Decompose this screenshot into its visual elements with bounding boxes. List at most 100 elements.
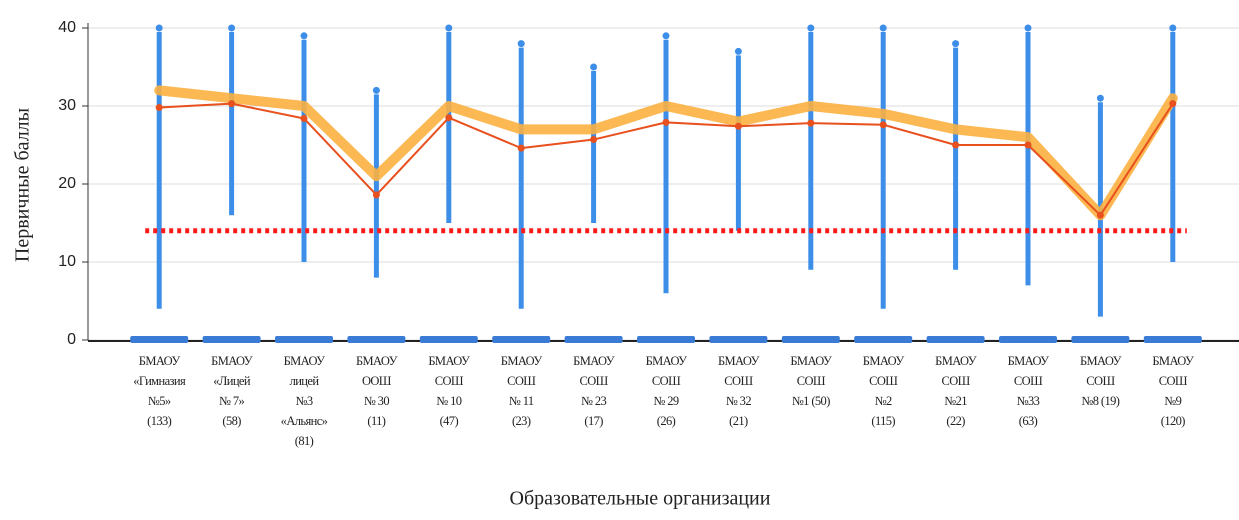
mean-dot [590,136,598,144]
baseline-bar [130,336,189,343]
x-tick-label: №21 [944,394,967,408]
mean-dot [1096,211,1104,219]
x-tick-label: ООШ [362,374,392,388]
x-tick-label: «Гимназия [133,374,186,388]
baseline-bar [1071,336,1130,343]
x-tick-label: СОШ [1159,374,1188,388]
baseline-bar [347,336,406,343]
mean-dot [1024,141,1032,149]
range-max-dot [662,32,670,40]
mean-dot [952,141,960,149]
x-tick-label: СОШ [1014,374,1043,388]
x-tick-label: СОШ [652,374,681,388]
x-tick-label: БМАОУ [573,354,615,368]
x-tick-label: (133) [147,414,172,428]
range-max-dot [879,24,887,32]
baseline-bar [202,336,261,343]
mean-dot [662,118,670,126]
mean-dot [445,114,453,122]
x-tick-label: лицей [290,374,320,388]
x-tick-label: № 29 [653,394,679,408]
x-tick-label: БМАОУ [1008,354,1050,368]
y-tick-label: 0 [67,331,76,348]
x-tick-label: БМАОУ [211,354,253,368]
x-tick-label: № 30 [364,394,390,408]
x-tick-label: БМАОУ [284,354,326,368]
x-tick-label: (120) [1161,414,1186,428]
x-axis-title: Образовательные организации [510,488,771,510]
range-max-dot [517,40,525,48]
x-tick-label: СОШ [580,374,609,388]
x-tick-label: (21) [729,414,748,428]
y-tick-label: 30 [58,97,76,114]
x-tick-label: № 7» [219,394,245,408]
x-tick-label: №1 (50) [792,394,830,408]
x-tick-label: БМАОУ [863,354,905,368]
x-tick-label: СОШ [797,374,826,388]
x-tick-label: №2 [875,394,892,408]
x-tick-label: (47) [440,414,459,428]
baseline-bar [275,336,333,343]
x-tick-label: БМАОУ [1080,354,1122,368]
range-max-dot [155,24,163,32]
y-tick-label: 20 [58,175,76,192]
x-tick-label: СОШ [724,374,753,388]
x-tick-label: № 10 [436,394,462,408]
x-tick-label: №9 [1164,394,1181,408]
x-tick-label: «Лицей [213,374,251,388]
mean-dot [879,121,887,129]
baseline-bar [854,336,913,343]
x-tick-label: (23) [512,414,531,428]
x-tick-label: БМАОУ [1152,354,1194,368]
x-tick-label: БМАОУ [501,354,543,368]
x-tick-label: №33 [1017,394,1040,408]
baseline-bar [637,336,695,343]
mean-dot [228,100,236,108]
x-tick-label: СОШ [1086,374,1115,388]
x-tick-label: №8 (19) [1081,394,1119,408]
x-tick-label: (81) [295,434,314,448]
x-tick-label: №5» [148,394,171,408]
y-tick-label: 40 [58,19,76,36]
median-line [154,85,1178,221]
x-tick-label: СОШ [869,374,898,388]
x-tick-label: СОШ [942,374,971,388]
x-tick-label: БМАОУ [935,354,977,368]
baseline-bar [999,336,1057,343]
x-tick-label: БМАОУ [790,354,832,368]
baseline-bar [709,336,768,343]
mean-dot [372,191,380,199]
mean-dot [517,144,525,152]
mean-dot [734,122,742,130]
range-max-dot [1169,24,1177,32]
range-max-dot [300,32,308,40]
x-tick-label: (11) [367,414,385,428]
range-max-dot [445,24,453,32]
baseline-bar [1143,336,1202,343]
x-tick-label: № 23 [581,394,607,408]
x-tick-label: БМАОУ [139,354,181,368]
range-max-dot [734,47,742,55]
mean-dot [155,104,163,112]
x-tick-label: СОШ [507,374,536,388]
x-tick-label: № 11 [509,394,534,408]
mean-dot [807,119,815,127]
baseline-bar [926,336,985,343]
range-max-dot [590,63,598,71]
x-tick-label: №3 [296,394,313,408]
x-tick-label: (115) [871,414,895,428]
x-tick-label: (17) [584,414,603,428]
x-tick-label: (26) [657,414,676,428]
x-tick-label: БМАОУ [646,354,688,368]
mean-dot [300,114,308,122]
x-tick-label: № 32 [726,394,752,408]
range-max-dot [807,24,815,32]
x-tick-label: (63) [1019,414,1038,428]
range-max-dot [228,24,236,32]
x-tick-label: (58) [222,414,241,428]
x-tick-label: БМАОУ [356,354,398,368]
baseline-bar [492,336,551,343]
x-tick-label: БМАОУ [428,354,470,368]
range-max-dot [372,86,380,94]
